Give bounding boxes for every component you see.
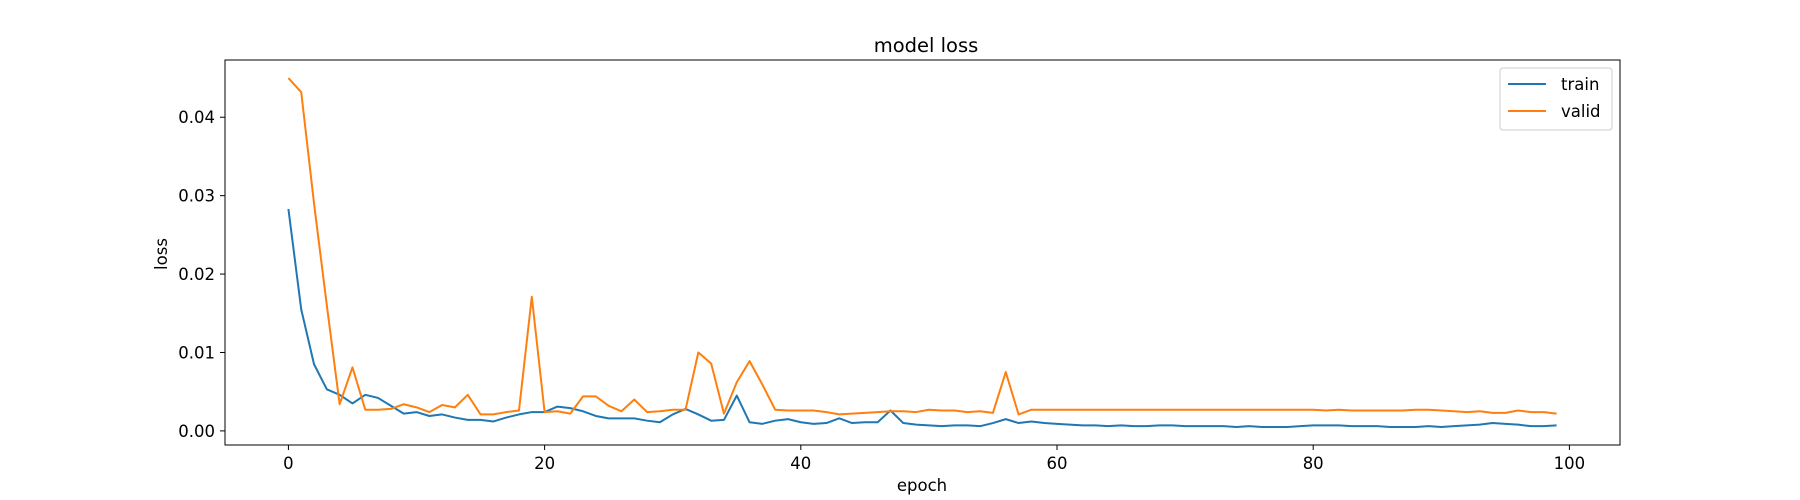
y-tick-label: 0.01 — [178, 343, 215, 362]
x-axis: 0 20 40 60 80 100 — [283, 445, 1585, 473]
x-tick-label: 80 — [1303, 454, 1324, 473]
plot-area — [287, 77, 1557, 428]
series-line-train — [287, 208, 1557, 428]
y-tick-label: 0.03 — [178, 187, 215, 206]
x-axis-label: epoch — [897, 476, 947, 495]
legend: train valid — [1499, 67, 1613, 131]
axes-frame — [224, 59, 1621, 446]
series-line-valid — [287, 77, 1557, 416]
y-tick-label: 0.04 — [178, 108, 215, 127]
x-tick-label: 0 — [283, 454, 294, 473]
x-tick-label: 60 — [1047, 454, 1068, 473]
legend-label-train: train — [1561, 75, 1599, 94]
y-tick-label: 0.00 — [178, 422, 215, 441]
x-tick-label: 100 — [1554, 454, 1586, 473]
y-axis: 0.00 0.01 0.02 0.03 0.04 — [178, 108, 225, 441]
legend-label-valid: valid — [1561, 102, 1601, 121]
y-axis-label: loss — [152, 238, 171, 270]
chart-title: model loss — [874, 34, 979, 57]
x-tick-label: 40 — [790, 454, 811, 473]
y-tick-label: 0.02 — [178, 265, 215, 284]
x-tick-label: 20 — [534, 454, 555, 473]
